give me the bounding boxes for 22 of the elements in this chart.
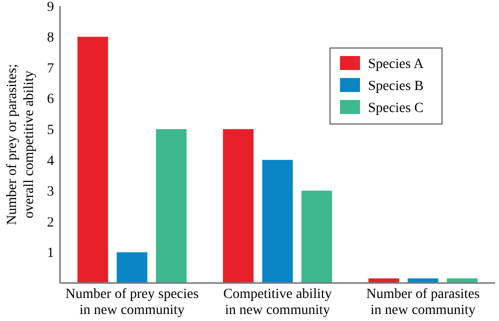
y-tick-label: 8 (47, 30, 54, 46)
legend-label: Species A (368, 56, 424, 72)
legend-label: Species C (368, 100, 424, 116)
y-tick-label: 9 (47, 0, 54, 15)
y-tick-label: 2 (47, 215, 54, 230)
y-tick-label: 7 (47, 61, 54, 76)
y-tick-label: 3 (47, 184, 54, 200)
bar (116, 252, 148, 283)
bar (301, 190, 332, 283)
bar (262, 160, 293, 283)
y-tick-label: 4 (47, 154, 54, 169)
y-tick-label: 1 (47, 246, 54, 262)
y-axis-title: Number of prey or parasites; overall competitive ability (5, 64, 37, 225)
bar (156, 129, 187, 283)
y-tick-label: 6 (47, 92, 54, 108)
legend-label: Species B (368, 78, 424, 94)
y-tick-label: 5 (47, 123, 54, 138)
bar (222, 129, 254, 283)
x-tick-label: Number of prey species in new community (65, 287, 199, 318)
x-tick-label: Number of parasites in new community (366, 287, 480, 318)
x-tick-label: Competitive ability in new community (223, 287, 332, 318)
bar (77, 36, 108, 283)
